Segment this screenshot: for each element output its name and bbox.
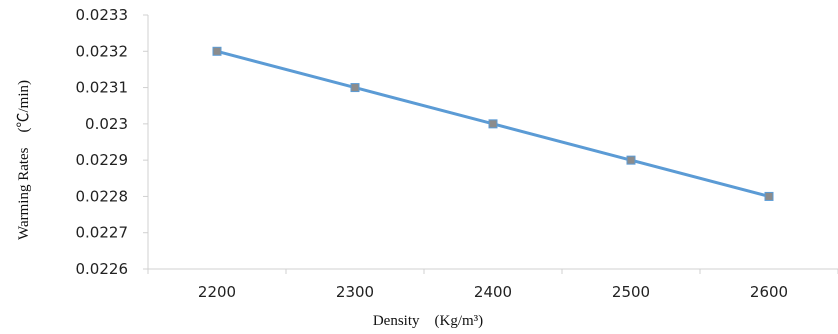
data-point	[764, 191, 774, 201]
y-tick-label: 0.0231	[76, 79, 129, 97]
y-axis-title: Warming Rates (℃/min)	[16, 80, 32, 240]
y-tick-label: 0.0227	[76, 224, 129, 242]
x-axis-title: Density (Kg/m³)	[373, 313, 483, 329]
y-tick-label: 0.0229	[76, 151, 129, 169]
x-tick-label: 2600	[750, 283, 788, 301]
data-point	[350, 83, 360, 93]
data-point	[212, 46, 222, 56]
x-tick-label: 2200	[198, 283, 236, 301]
y-tick-label: 0.023	[85, 115, 128, 133]
y-tick-label: 0.0226	[76, 260, 129, 278]
x-tick-label: 2500	[612, 283, 650, 301]
y-tick-label: 0.0233	[76, 6, 129, 24]
y-tick-label: 0.0228	[76, 187, 129, 205]
x-axis: 2200 2300 2400 2500 2600	[147, 268, 838, 301]
data-point	[626, 155, 636, 165]
x-tick-label: 2400	[474, 283, 512, 301]
y-axis: 0.0226 0.0227 0.0228 0.0229 0.023 0.0231 0.023…	[76, 6, 149, 278]
data-point	[488, 119, 498, 129]
x-tick-label: 2300	[336, 283, 374, 301]
y-tick-label: 0.0232	[76, 42, 129, 60]
series-layer	[212, 46, 774, 201]
